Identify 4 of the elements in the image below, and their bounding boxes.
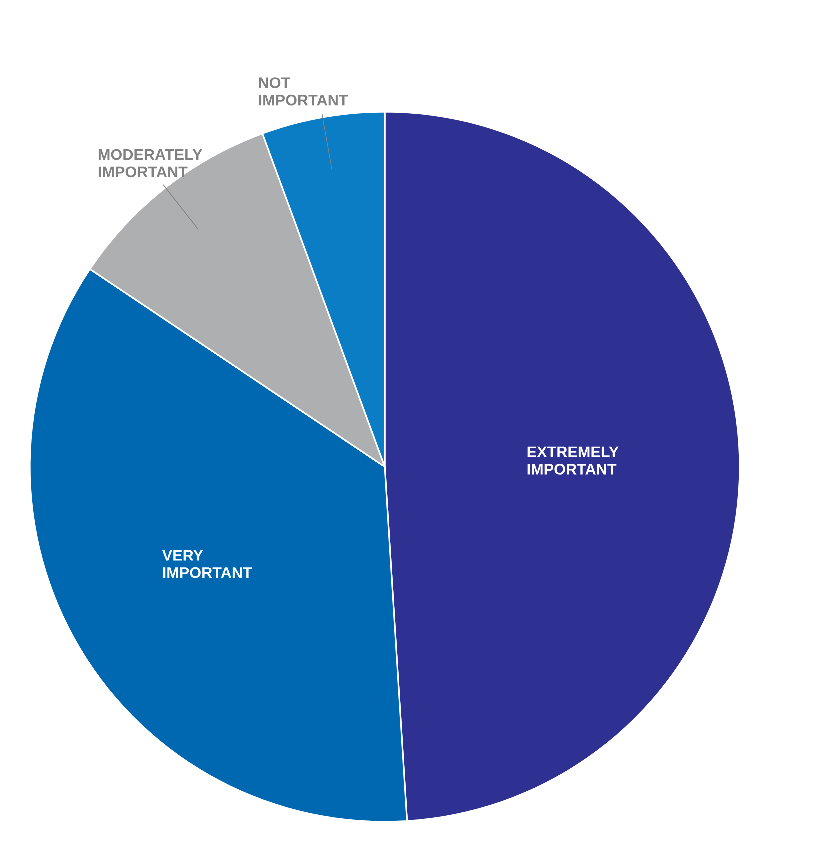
slice-label: MODERATELY IMPORTANT — [98, 149, 202, 178]
slice-label: NOT IMPORTANT — [259, 78, 348, 106]
slice-label: VERY IMPORTANT — [162, 550, 252, 578]
slice-label: EXTREMELY IMPORTANT — [528, 446, 619, 475]
